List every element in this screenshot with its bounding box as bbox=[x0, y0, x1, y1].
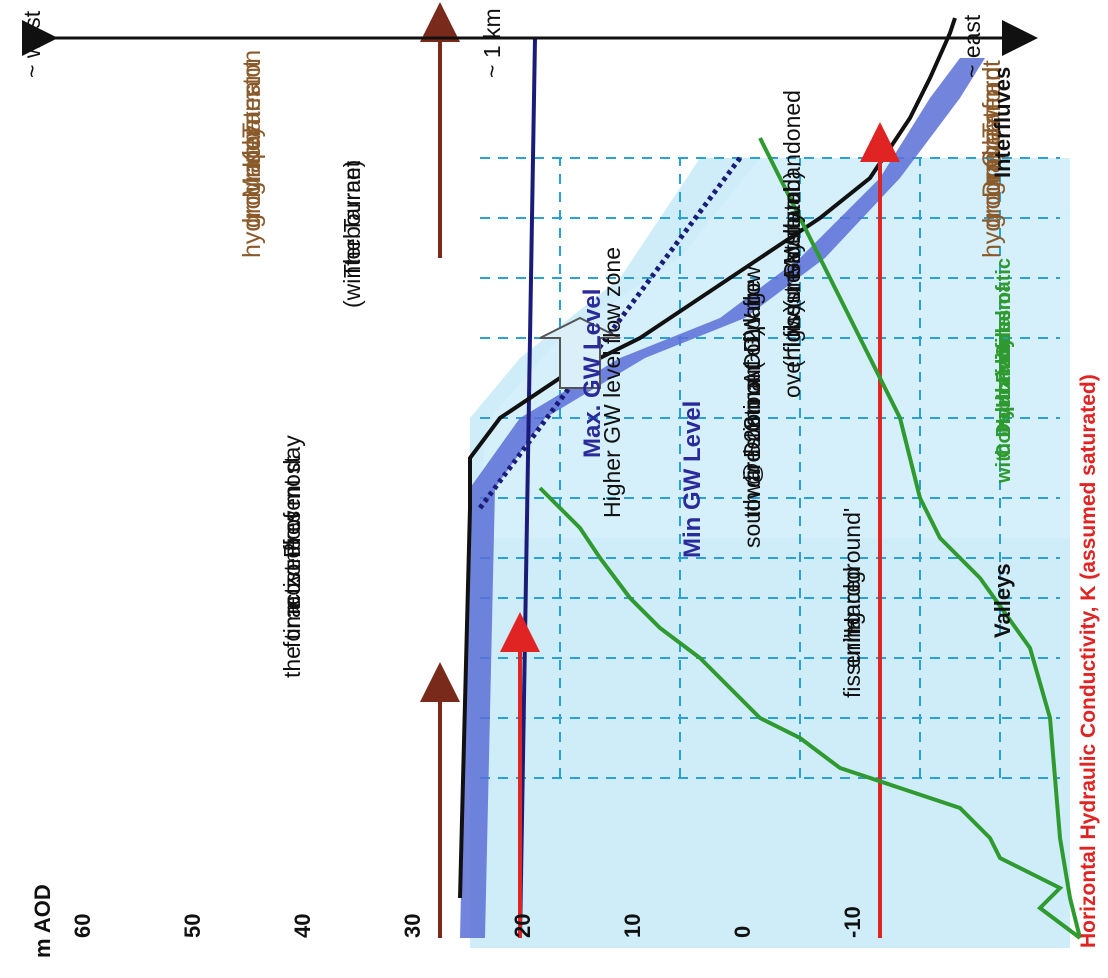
y-tick-20: 20 bbox=[510, 914, 535, 938]
hardground-label: 'Hardground' enhanced fissuring bbox=[839, 508, 865, 698]
hl-line-0: Tarrant bbox=[238, 60, 266, 138]
k-profile-valleys bbox=[538, 486, 1082, 940]
dominant-line-0: Dominant GW flow bbox=[739, 266, 765, 458]
dominant-line-1: direction out of page bbox=[739, 280, 765, 488]
y-tick-40: 40 bbox=[290, 914, 315, 938]
dominant-line-2: towards Stour (~ 2 km bbox=[739, 292, 765, 518]
abandoned-line-4: overflow) bbox=[779, 305, 805, 398]
direction-east: ~ east bbox=[959, 14, 985, 78]
tarrant-line-1: (winterbourne) bbox=[339, 160, 365, 308]
hr-line-0: Tarrant bbox=[978, 60, 1006, 138]
present-line-1: zone of most bbox=[279, 456, 305, 588]
y-axis-title: m AOD bbox=[30, 884, 55, 958]
hr-line-2: Drove bbox=[978, 131, 1006, 198]
hr-line-3: groundwater bbox=[978, 89, 1006, 228]
hydrograph-left-title: Tarrant Keyneston Manor groundwater hydr… bbox=[238, 50, 266, 258]
hl-line-4: hydrograph bbox=[238, 132, 266, 258]
y-tick-30: 30 bbox=[400, 914, 425, 938]
y-tick-10: 10 bbox=[620, 914, 645, 938]
k-profile-interfluves bbox=[758, 137, 1082, 939]
hr-line-4: hydrograph bbox=[978, 132, 1006, 258]
max-gw-label: Max. GW Level bbox=[579, 289, 606, 458]
hardground-line-0: 'Hardground' bbox=[839, 508, 865, 638]
hydrograph-right-title: Tarrant Crawford Drove groundwater hydro… bbox=[978, 60, 1006, 258]
abandoned-line-2: fissure system bbox=[779, 191, 805, 338]
dominant-flow-arrow bbox=[539, 316, 621, 389]
schematic-line-3: Hydraulic bbox=[993, 342, 1015, 433]
y-tick-0: 0 bbox=[730, 926, 755, 938]
schematic-line-4: Conductivity bbox=[993, 336, 1015, 458]
schematic-line-5: with Depth bbox=[993, 381, 1015, 484]
present-line-2: active flow bbox=[279, 510, 305, 618]
present-day-label: Present day zone of most active flow for… bbox=[279, 435, 305, 678]
tarrant-label: The Tarrant (winterbourne) bbox=[339, 160, 365, 308]
hardground-line-2: fissuring bbox=[839, 612, 865, 698]
higher-zone-label: Higher GW level flow zone bbox=[599, 247, 625, 518]
abandoned-line-1: (unsaturated) bbox=[779, 171, 805, 308]
schematic-line-1: Profiles of bbox=[993, 285, 1015, 383]
hr-line-1: Crawford bbox=[978, 67, 1006, 168]
y-tick-60: 60 bbox=[70, 914, 95, 938]
scale-label: ~ 1 km bbox=[479, 8, 505, 78]
schematic-line-2: Horizontal bbox=[993, 310, 1015, 408]
direction-west: ~ west bbox=[19, 10, 45, 78]
min-gw-label: Min GW Level bbox=[679, 401, 706, 558]
hl-line-1: Keyneston bbox=[238, 50, 266, 168]
k-axis-label: Horizontal Hydraulic Conductivity, K (as… bbox=[1077, 374, 1100, 948]
valleys-label: Valleys bbox=[990, 563, 1015, 638]
schematic-line-0: Schematic bbox=[993, 258, 1015, 358]
tarrant-line-0: The Tarrant bbox=[339, 160, 365, 278]
present-line-4: the time bbox=[279, 596, 305, 678]
dominant-flow-label: Dominant GW flow direction out of page t… bbox=[739, 266, 765, 548]
abandoned-line-0: Mostly abandoned bbox=[779, 90, 805, 278]
present-line-0: Present day bbox=[279, 435, 305, 558]
hl-line-2: Manor bbox=[238, 127, 266, 198]
abandoned-line-3: (highest GW level bbox=[779, 186, 805, 368]
hardground-line-1: enhanced bbox=[839, 567, 865, 668]
ground-surface bbox=[458, 17, 957, 899]
present-line-3: for most of bbox=[279, 539, 305, 648]
hl-line-3: groundwater bbox=[238, 89, 266, 228]
min-gw-level-line bbox=[518, 37, 537, 939]
y-tick-minus10: -10 bbox=[840, 906, 865, 938]
interfluves-label: Interfluves bbox=[990, 67, 1015, 178]
dominant-line-3: south @ ~22 m AOD) bbox=[739, 328, 765, 548]
y-tick-50: 50 bbox=[180, 914, 205, 938]
abandoned-label: Mostly abandoned (unsaturated) fissure s… bbox=[779, 90, 805, 398]
schematic-label: Schematic Profiles of Horizontal Hydraul… bbox=[993, 258, 1015, 484]
